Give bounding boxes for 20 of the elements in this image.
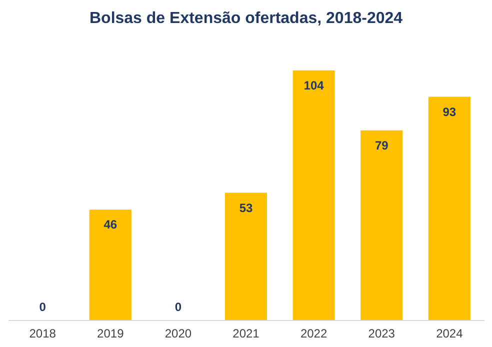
x-tick-label: 2021 <box>232 326 260 340</box>
bar <box>224 192 268 320</box>
x-tick-label: 2022 <box>300 326 328 340</box>
chart-title: Bolsas de Extensão ofertadas, 2018-2024 <box>89 10 403 27</box>
bar <box>292 70 335 320</box>
data-label: 79 <box>374 138 389 152</box>
x-tick-label: 2023 <box>368 326 396 340</box>
bar <box>428 96 470 320</box>
data-label: 46 <box>104 218 118 232</box>
bar <box>89 210 132 320</box>
x-tick-label: 2018 <box>29 326 56 340</box>
data-label: 53 <box>239 200 253 215</box>
x-tick-label: 2024 <box>436 326 464 340</box>
data-label: 0 <box>39 300 46 314</box>
data-label: 0 <box>174 300 182 314</box>
bar <box>360 130 403 320</box>
data-label: 104 <box>304 78 324 92</box>
x-tick-label: 2020 <box>164 326 192 340</box>
data-label: 93 <box>442 104 456 119</box>
x-tick-label: 2019 <box>97 326 124 340</box>
